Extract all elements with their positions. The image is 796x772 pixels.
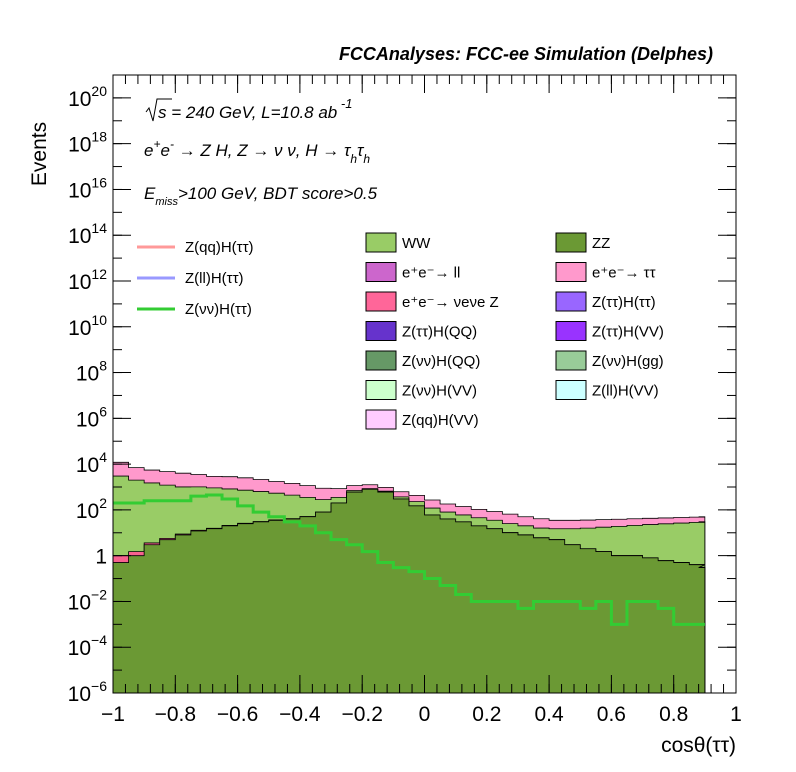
annotation-cuts: Emiss>100 GeV, BDT score>0.5 xyxy=(144,184,378,208)
x-tick-label: 1 xyxy=(730,703,742,726)
legend-label: e⁺e⁻→ ll xyxy=(402,265,460,282)
y-tick-label: 1014 xyxy=(68,220,107,248)
legend-label: e⁺e⁻→ ττ xyxy=(592,265,656,282)
x-tick-label: 0.2 xyxy=(472,703,501,726)
legend-swatch xyxy=(555,232,587,253)
axes: −1 −0.8 −0.6 −0.4 −0.2 0 0.2 0.4 0.6 0.8 1 1020 1018… xyxy=(68,75,742,726)
x-tick-label: −1 xyxy=(101,703,125,726)
legend-swatch xyxy=(555,350,587,371)
x-tick-label: 0.6 xyxy=(597,703,626,726)
legend-label: WW xyxy=(402,235,431,252)
annotation-process: e+e- → Z H, Z → ν ν, H → τhτh xyxy=(144,137,370,166)
y-tick-label: 1010 xyxy=(68,312,107,340)
annotation-energy: s = 240 GeV, L=10.8 ab -1 xyxy=(145,96,352,122)
legend-swatch xyxy=(365,291,397,312)
legend-swatch xyxy=(365,262,397,282)
legend-signals: Z(qq)H(ττ) Z(ll)H(ττ) Z(νν)H(ττ) xyxy=(137,239,254,318)
legend-label: e⁺e⁻→ νeνe Z xyxy=(402,294,499,311)
x-tick-label: 0 xyxy=(419,703,431,726)
legend-swatch xyxy=(555,321,587,341)
signal-histogram xyxy=(113,493,705,626)
legend-label: Z(ll)H(VV) xyxy=(592,383,659,400)
x-axis-title: cosθ(ττ) xyxy=(661,734,736,757)
legend-swatch xyxy=(555,291,587,312)
y-tick-label: 1012 xyxy=(68,266,107,294)
y-tick-label: 10−2 xyxy=(68,586,108,614)
legend-label: ZZ xyxy=(592,235,610,252)
legend-swatch xyxy=(365,350,397,371)
x-tick-label: 0.8 xyxy=(659,703,688,726)
signal-line xyxy=(113,493,705,626)
y-tick-label: 1016 xyxy=(68,174,107,202)
legend-swatch xyxy=(555,380,587,400)
y-tick-label: 10−6 xyxy=(68,678,108,706)
legend-label: Z(νν)H(gg) xyxy=(592,353,664,370)
x-tick-label: −0.8 xyxy=(155,703,196,726)
legend-swatch xyxy=(365,321,397,341)
legend-label: Z(νν)H(QQ) xyxy=(402,353,480,370)
svg-text:e+e- → Z H, Z → ν ν, H → τhτh: e+e- → Z H, Z → ν ν, H → τhτh xyxy=(144,137,370,166)
legend-label: Z(ττ)H(QQ) xyxy=(402,324,477,341)
x-tick-label: −0.4 xyxy=(279,703,321,726)
x-tick-label: −0.6 xyxy=(217,703,258,726)
y-tick-label: 104 xyxy=(76,449,107,477)
y-tick-label: 10−4 xyxy=(68,632,108,660)
y-tick-label: 102 xyxy=(76,495,107,523)
stacked-histograms xyxy=(113,461,706,693)
legend-label: Z(qq)H(ττ) xyxy=(185,239,254,256)
y-tick-label: 1018 xyxy=(68,129,107,157)
legend-backgrounds: WW ZZ e⁺e⁻→ ll e⁺e⁻→ ττ e⁺e⁻→ νeνe Z Z(ττ)H(τ… xyxy=(365,232,664,430)
stack-ZZ xyxy=(113,488,706,693)
y-axis-title: Events xyxy=(28,122,51,186)
legend-swatch xyxy=(365,232,397,253)
legend-label: Z(ττ)H(VV) xyxy=(592,324,664,341)
y-tick-label: 1 xyxy=(95,546,107,569)
x-tick-label: 0.4 xyxy=(534,703,564,726)
legend-label: Z(νν)H(VV) xyxy=(402,383,477,400)
legend-label: Z(ll)H(ττ) xyxy=(185,270,244,287)
x-tick-label: −0.2 xyxy=(341,703,382,726)
legend-swatch xyxy=(365,409,397,430)
legend-swatch xyxy=(555,262,587,282)
legend-label: Z(qq)H(VV) xyxy=(402,412,479,429)
svg-text:Emiss>100 GeV, BDT score>0.5: Emiss>100 GeV, BDT score>0.5 xyxy=(144,184,378,208)
legend-swatch xyxy=(365,380,397,400)
y-tick-label: 108 xyxy=(76,358,107,386)
y-tick-label: 1020 xyxy=(68,83,107,111)
legend-label: Z(ττ)H(ττ) xyxy=(592,294,656,311)
svg-text:s = 240 GeV, L=10.8 ab -1: s = 240 GeV, L=10.8 ab -1 xyxy=(158,96,352,122)
chart-title: FCCAnalyses: FCC-ee Simulation (Delphes) xyxy=(339,44,713,64)
y-tick-label: 106 xyxy=(76,403,107,431)
legend-label: Z(νν)H(ττ) xyxy=(185,301,252,318)
